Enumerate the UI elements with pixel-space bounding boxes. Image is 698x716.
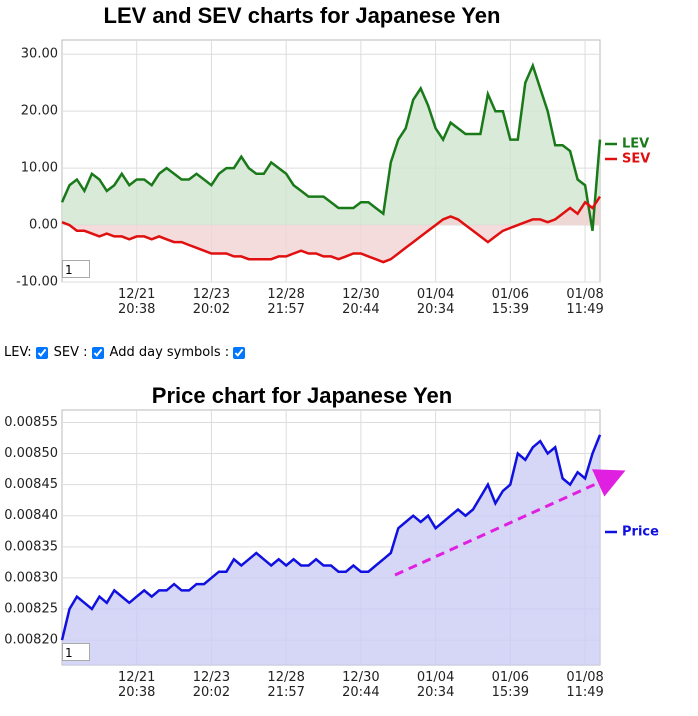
series-line xyxy=(61,195,602,264)
y-tick-label: 0.00830 xyxy=(4,570,58,585)
series-area xyxy=(62,196,600,263)
x-tick-label: 12/28 21:57 xyxy=(267,670,305,700)
sev-checkbox[interactable] xyxy=(91,346,104,359)
x-tick-label: 01/08 11:49 xyxy=(566,670,604,700)
range-input[interactable]: 1 xyxy=(62,643,90,661)
days-label: Add day symbols : xyxy=(109,345,230,360)
trend-arrow xyxy=(394,469,626,577)
x-tick-label: 12/23 20:02 xyxy=(192,670,231,700)
lev-checkbox[interactable] xyxy=(35,346,48,359)
y-tick-label: 0.00 xyxy=(29,218,58,233)
legend-label: Price xyxy=(622,525,659,540)
y-tick-label: -10.00 xyxy=(16,275,58,290)
x-tick-label: 12/21 20:38 xyxy=(117,670,156,700)
x-tick-label: 12/21 20:38 xyxy=(117,287,156,317)
days-checkbox[interactable] xyxy=(233,346,246,359)
y-tick-label: 0.00840 xyxy=(4,508,58,523)
series-line xyxy=(60,62,602,232)
y-tick-label: 0.00855 xyxy=(4,415,58,430)
range-input[interactable]: 1 xyxy=(62,260,90,278)
series-line xyxy=(60,434,602,641)
x-tick-label: 12/30 20:44 xyxy=(342,670,380,700)
y-tick-label: 0.00820 xyxy=(4,633,58,648)
controls: LEV: SEV : Add day symbols : xyxy=(4,345,249,360)
x-tick-label: 01/08 11:49 xyxy=(566,287,604,317)
x-tick-label: 01/04 20:34 xyxy=(416,670,455,700)
x-tick-label: 12/28 21:57 xyxy=(267,287,305,317)
x-tick-label: 01/04 20:34 xyxy=(416,287,455,317)
legend-label: LEV xyxy=(622,137,649,152)
chart-title: Price chart for Japanese Yen xyxy=(152,383,452,408)
x-tick-label: 12/23 20:02 xyxy=(192,287,231,317)
chart-title: LEV and SEV charts for Japanese Yen xyxy=(104,3,501,28)
x-tick-label: 12/30 20:44 xyxy=(342,287,380,317)
y-tick-label: 30.00 xyxy=(21,47,58,62)
y-tick-label: 0.00835 xyxy=(4,539,58,554)
y-tick-label: 0.00850 xyxy=(4,446,58,461)
sev-label: SEV : xyxy=(53,345,88,360)
series-area xyxy=(62,434,600,665)
y-tick-label: 10.00 xyxy=(21,161,58,176)
series-area xyxy=(62,65,600,231)
y-tick-label: 0.00825 xyxy=(4,602,58,617)
x-tick-label: 01/06 15:39 xyxy=(491,287,530,317)
lev-label: LEV: xyxy=(4,345,32,360)
legend-label: SEV xyxy=(622,152,650,167)
y-tick-label: 0.00845 xyxy=(4,477,58,492)
x-tick-label: 01/06 15:39 xyxy=(491,670,530,700)
y-tick-label: 20.00 xyxy=(21,104,58,119)
